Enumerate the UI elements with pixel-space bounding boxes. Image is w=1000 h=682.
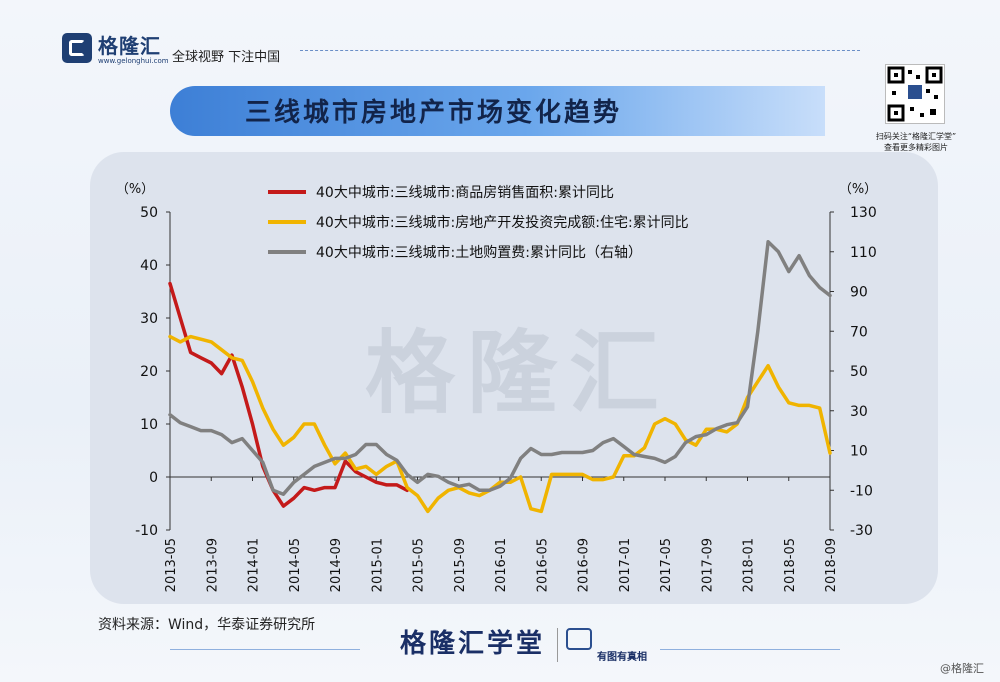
x-axis-tick-label: 2015-09 <box>453 538 468 592</box>
title-banner <box>170 86 825 136</box>
legend-label-sales: 40大中城市:三线城市:商品房销售面积:累计同比 <box>316 184 614 201</box>
legend-label-land: 40大中城市:三线城市:土地购置费:累计同比（右轴） <box>316 244 642 261</box>
footer-line-right <box>660 649 840 650</box>
chart-magnifier-icon <box>566 628 592 650</box>
left-axis-tick-label: 20 <box>140 364 158 380</box>
slogan: 全球视野 下注中国 <box>172 50 281 65</box>
x-axis-tick-label: 2016-09 <box>577 538 592 592</box>
x-axis-tick-label: 2014-09 <box>329 538 344 592</box>
legend-label-investment: 40大中城市:三线城市:房地产开发投资完成额:住宅:累计同比 <box>316 214 689 231</box>
x-axis-tick-label: 2016-01 <box>494 538 509 592</box>
left-axis-tick-label: 30 <box>140 311 158 327</box>
watermark: 格隆汇 <box>365 321 671 426</box>
logo-text: 格隆汇 <box>98 34 161 58</box>
series-line-land <box>168 240 832 496</box>
logo-url: www.gelonghui.com <box>98 57 169 65</box>
gelonghui-logo[interactable]: 格隆汇 www.gelonghui.com <box>62 30 169 65</box>
qr-caption-line-1: 扫码关注“格隆汇学堂” <box>875 132 957 141</box>
source-note: 资料来源：Wind，华泰证券研究所 <box>98 617 316 633</box>
right-axis-tick-label: 70 <box>850 324 868 340</box>
series-line-sales <box>168 281 409 508</box>
right-axis-tick-label: 90 <box>850 285 868 301</box>
x-axis-tick-label: 2013-05 <box>164 538 179 592</box>
footer-brand: 格隆汇学堂 <box>400 629 546 659</box>
left-axis-tick-label: 40 <box>140 258 158 274</box>
x-axis-tick-label: 2018-09 <box>824 538 839 592</box>
qr-caption: 扫码关注“格隆汇学堂” 查看更多精彩图片 <box>866 131 966 153</box>
left-axis-tick-label: 0 <box>149 470 158 486</box>
right-axis-label: （%） <box>839 182 877 197</box>
x-axis-tick-label: 2015-05 <box>412 538 427 592</box>
series-line-investment <box>168 334 832 514</box>
x-axis-tick-label: 2014-01 <box>247 538 262 592</box>
x-axis-tick-label: 2017-01 <box>618 538 633 592</box>
x-axis-tick-label: 2018-05 <box>783 538 798 592</box>
header-divider <box>300 50 860 51</box>
qr-caption-line-2: 查看更多精彩图片 <box>884 143 948 152</box>
x-axis-tick-label: 2013-09 <box>205 538 220 592</box>
right-axis-tick-label: 30 <box>850 404 868 420</box>
x-axis-tick-label: 2017-09 <box>700 538 715 592</box>
page-title: 三线城市房地产市场变化趋势 <box>245 98 623 128</box>
copyright: @格隆汇 <box>940 662 984 675</box>
footer-line-left <box>170 649 360 650</box>
qr-code-icon <box>885 64 945 124</box>
left-axis-label: （%） <box>116 182 154 197</box>
x-axis-tick-label: 2016-05 <box>535 538 550 592</box>
x-axis-tick-label: 2014-05 <box>288 538 303 592</box>
right-axis-tick-label: 110 <box>850 245 877 261</box>
x-axis-tick-label: 2017-05 <box>659 538 674 592</box>
right-axis-tick-label: -30 <box>850 523 873 539</box>
left-axis-tick-label: 50 <box>140 205 158 221</box>
x-axis-tick-label: 2018-01 <box>742 538 757 592</box>
chart-panel <box>90 152 938 604</box>
left-axis-tick-label: -10 <box>135 523 158 539</box>
right-axis-tick-label: 50 <box>850 364 868 380</box>
left-axis-tick-label: 10 <box>140 417 158 433</box>
x-axis-tick-label: 2015-01 <box>370 538 385 592</box>
logo-g-icon <box>62 32 92 63</box>
footer-separator <box>557 628 558 662</box>
footer-tagline: 有图有真相 <box>597 652 647 663</box>
right-axis-tick-label: 10 <box>850 444 868 460</box>
right-axis-tick-label: 130 <box>850 205 877 221</box>
right-axis-tick-label: -10 <box>850 483 873 499</box>
